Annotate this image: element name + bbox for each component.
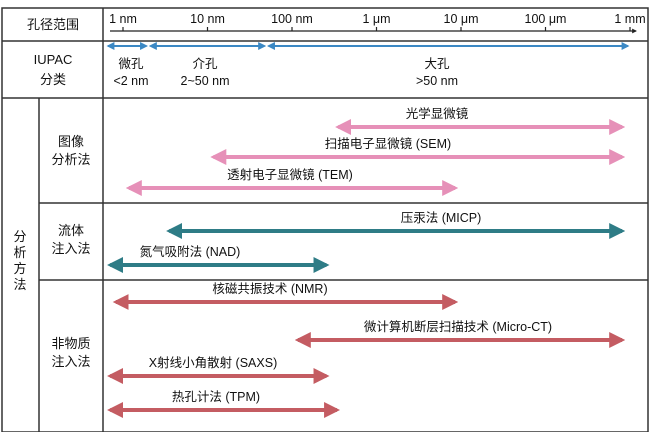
scale-ticks: 1 nm 10 nm 100 nm 1 μm 10 μm 100 μm 1 mm bbox=[109, 12, 646, 34]
method-label: 热孔计法 (TPM) bbox=[172, 390, 260, 404]
scale-tick-label: 100 μm bbox=[525, 12, 567, 26]
method-label: 透射电子显微镜 (TEM) bbox=[227, 167, 353, 182]
analysis-label: 分析方法 bbox=[13, 229, 26, 292]
method-label: 扫描电子显微镜 (SEM) bbox=[325, 136, 451, 151]
iupac-class-name: 微孔 bbox=[118, 57, 144, 71]
group-image-label-1: 图像 bbox=[58, 134, 84, 149]
method-label: 光学显微镜 bbox=[406, 106, 469, 121]
group-image-label-2: 分析法 bbox=[51, 152, 90, 167]
iupac-classes: 微孔 <2 nm 介孔 2~50 nm 大孔 >50 nm bbox=[106, 42, 630, 88]
group-fluid-label-1: 流体 bbox=[58, 223, 84, 238]
scale-tick-label: 1 mm bbox=[614, 12, 645, 26]
group-fluid-label-2: 注入法 bbox=[51, 241, 90, 256]
method-label: 微计算机断层扫描技术 (Micro-CT) bbox=[364, 319, 552, 334]
iupac-class-range: >50 nm bbox=[416, 74, 458, 88]
method-label: 氮气吸附法 (NAD) bbox=[140, 244, 241, 259]
table-frame bbox=[1, 7, 649, 432]
iupac-class-name: 介孔 bbox=[192, 57, 218, 71]
method-label: 压汞法 (MICP) bbox=[401, 211, 482, 225]
iupac-class-range: <2 nm bbox=[113, 74, 148, 88]
scale-label: 孔径范围 bbox=[27, 17, 79, 32]
scale-tick-label: 10 μm bbox=[444, 12, 479, 26]
iupac-class-range: 2~50 nm bbox=[181, 74, 230, 88]
method-label: 核磁共振技术 (NMR) bbox=[212, 281, 327, 296]
method-label: X射线小角散射 (SAXS) bbox=[149, 355, 278, 370]
iupac-class-name: 大孔 bbox=[424, 57, 450, 71]
svg-text:分析方法: 分析方法 bbox=[13, 229, 26, 292]
group-nonmatter-label-2: 注入法 bbox=[51, 354, 90, 369]
iupac-label: IUPAC bbox=[34, 52, 73, 67]
group-nonmatter-label-1: 非物质 bbox=[51, 336, 90, 351]
scale-tick-label: 10 nm bbox=[190, 12, 225, 26]
iupac-sub-label: 分类 bbox=[40, 72, 66, 87]
scale-tick-label: 1 μm bbox=[362, 12, 390, 26]
scale-tick-label: 100 nm bbox=[271, 12, 313, 26]
scale-tick-label: 1 nm bbox=[109, 12, 137, 26]
